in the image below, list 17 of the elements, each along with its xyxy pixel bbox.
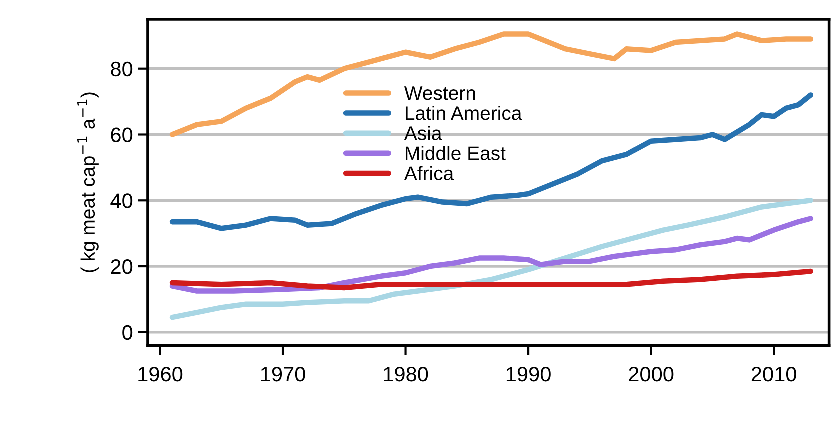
y-tick-label: 40: [110, 194, 133, 208]
legend-label: Latin America: [406, 106, 522, 120]
y-tick-label: 0: [122, 325, 133, 340]
x-tick-label: 2000: [629, 366, 674, 382]
legend-label: Western: [404, 86, 476, 100]
x-tick-label: 1970: [261, 366, 306, 382]
x-tick-label: 1980: [384, 366, 428, 382]
legend-label: Africa: [404, 166, 454, 180]
x-tick-label: 1960: [138, 366, 183, 382]
x-tick-label: 1990: [506, 366, 551, 382]
x-tick-label: 2010: [752, 366, 796, 382]
legend-label: Asia: [404, 126, 442, 140]
y-tick-label: 60: [111, 128, 133, 143]
y-tick-label: 20: [111, 260, 133, 274]
y-tick-label: 80: [111, 62, 133, 77]
legend-label: Middle East: [406, 146, 506, 160]
y-axis-title: ( kg meat cap$^{−1}$ a$^{−1}$): [78, 92, 99, 272]
